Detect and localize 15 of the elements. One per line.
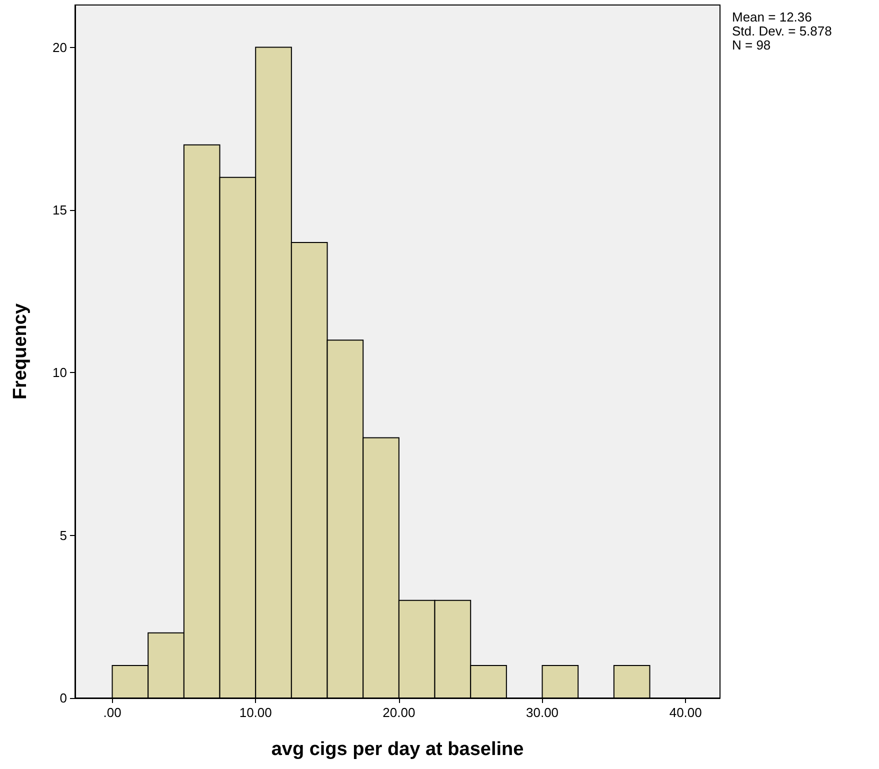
y-tick-label: 15 [52,202,67,218]
text: N = 98 [732,38,771,52]
x-tick-label: 20.00 [382,705,416,720]
x-tick-label: 30.00 [526,705,559,720]
x-tick-label: .00 [103,705,122,720]
y-tick-label: 10 [52,365,67,380]
x-axis-title: avg cigs per day at baseline [271,739,524,760]
x-tick-label: 10.00 [239,705,272,720]
y-tick-label: 0 [60,690,67,706]
x-tick-label: 40.00 [669,705,702,720]
y-axis-title: Frequency [10,303,31,400]
text: Std. Dev. = 5.878 [732,24,832,38]
y-tick-label: 5 [60,528,67,543]
text: Mean = 12.36 [732,10,812,24]
y-tick-label: 20 [52,40,67,55]
